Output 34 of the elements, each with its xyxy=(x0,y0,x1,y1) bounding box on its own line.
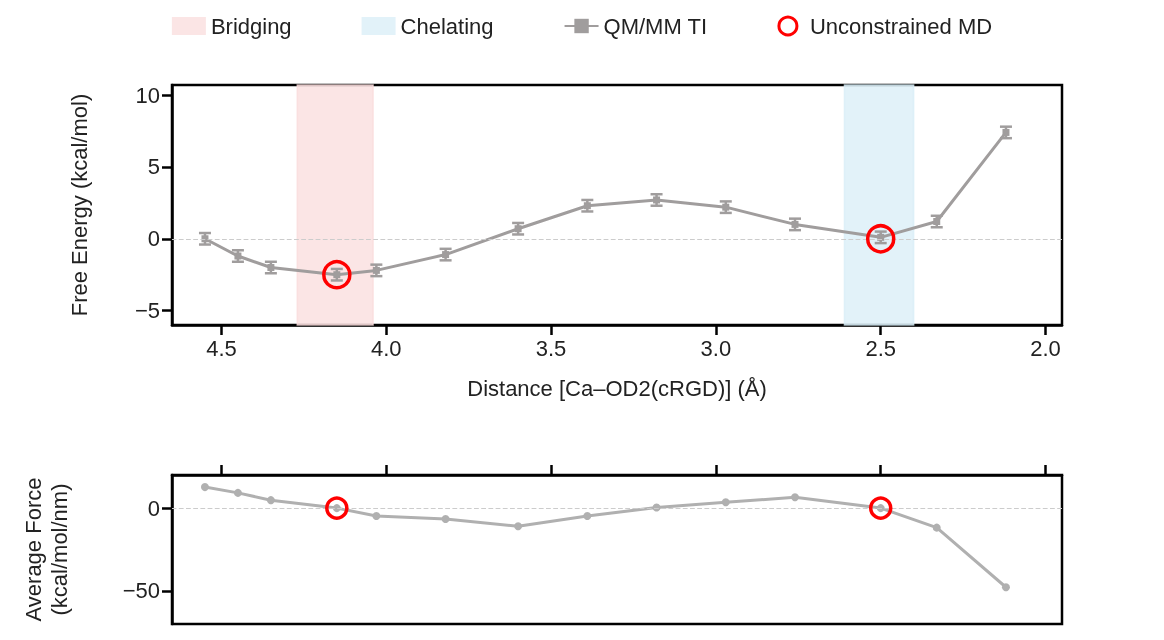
point xyxy=(583,512,592,521)
legend-label: Unconstrained MD xyxy=(809,13,993,39)
y-tick-label: 0 xyxy=(147,226,160,252)
x-tick-label: 4.0 xyxy=(370,335,402,361)
x-tick-label: 4.5 xyxy=(206,335,237,361)
x-axis-title: Distance [Ca–OD2(cRGD)] (Å) xyxy=(467,375,767,401)
point xyxy=(791,493,799,502)
x-tick-label: 3.5 xyxy=(535,335,567,361)
point xyxy=(721,498,730,507)
point xyxy=(266,496,275,505)
x-tick-label: 2.0 xyxy=(1030,335,1061,361)
point xyxy=(932,523,941,532)
point xyxy=(233,488,242,497)
y-tick-label: −50 xyxy=(122,578,160,604)
point xyxy=(322,259,352,290)
point xyxy=(441,515,450,524)
point xyxy=(1001,583,1010,592)
y-tick-label: 0 xyxy=(147,495,160,521)
y-tick-label: 10 xyxy=(135,82,160,108)
legend-label: Bridging xyxy=(210,13,292,39)
point xyxy=(865,224,896,254)
y-tick-label: 5 xyxy=(147,154,160,180)
x-tick-label: 2.5 xyxy=(865,335,896,361)
point xyxy=(372,512,381,521)
y-axis-title: Free Energy (kcal/mol) xyxy=(66,93,92,317)
point xyxy=(325,496,349,520)
legend-label: QM/MM TI xyxy=(603,13,708,39)
point xyxy=(868,496,893,520)
y-tick-label: −5 xyxy=(134,298,160,324)
point xyxy=(200,483,209,492)
x-tick-label: 3.0 xyxy=(700,335,732,361)
legend-label: Chelating xyxy=(400,13,494,39)
point xyxy=(514,522,523,531)
y-axis-title: Average Force (kcal/mol/nm) xyxy=(20,477,72,622)
